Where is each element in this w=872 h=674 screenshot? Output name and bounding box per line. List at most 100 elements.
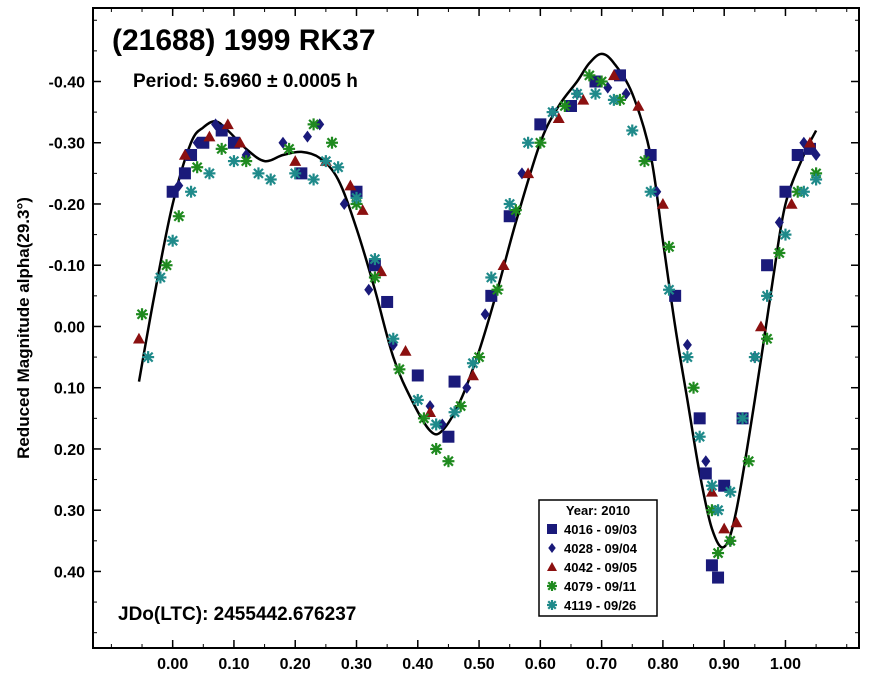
x-tick-label: 0.40 <box>402 656 433 673</box>
y-tick-label: 0.30 <box>54 503 85 520</box>
data-point <box>132 332 145 344</box>
data-point <box>136 308 149 321</box>
data-point <box>393 363 406 376</box>
y-tick-label: -0.20 <box>49 197 86 214</box>
data-point <box>761 332 774 345</box>
data-point <box>307 118 320 131</box>
series-5 <box>142 87 823 517</box>
data-point <box>761 289 774 302</box>
period-label: Period: 5.6960 ± 0.0005 h <box>133 71 358 92</box>
data-point <box>344 179 357 191</box>
data-point <box>663 283 676 296</box>
data-point <box>368 271 381 284</box>
data-point <box>583 69 596 82</box>
y-axis: -0.40 -0.30 -0.20 -0.10 0.00 0.10 0.20 0.30 0.40 <box>49 19 859 634</box>
data-point <box>142 351 155 364</box>
legend-entry: 4042 - 09/05 <box>564 560 637 575</box>
data-point <box>534 136 547 149</box>
data-point <box>368 253 381 266</box>
data-point <box>607 93 620 106</box>
data-point <box>779 185 792 198</box>
data-point <box>558 99 571 112</box>
legend-marker <box>547 562 557 571</box>
data-point <box>503 210 516 223</box>
data-point <box>810 173 823 186</box>
data-point <box>203 167 216 180</box>
data-point <box>638 155 651 168</box>
data-point <box>307 173 320 186</box>
legend-marker <box>547 524 557 534</box>
data-point <box>571 87 584 100</box>
data-point <box>211 118 221 131</box>
data-point <box>430 442 443 455</box>
data-point <box>203 130 216 142</box>
legend-marker <box>547 581 557 591</box>
data-point <box>227 155 240 168</box>
data-point <box>712 504 725 517</box>
data-point <box>724 485 737 498</box>
data-point <box>252 167 265 180</box>
data-point <box>174 179 184 192</box>
data-point <box>497 259 510 271</box>
data-point <box>701 455 711 468</box>
data-point <box>399 344 412 356</box>
data-point <box>803 136 816 148</box>
data-point <box>356 204 369 215</box>
data-point <box>522 167 535 179</box>
data-point <box>491 283 504 296</box>
data-point <box>240 155 253 168</box>
data-point <box>712 571 725 584</box>
data-point <box>682 338 692 351</box>
data-point <box>339 197 349 210</box>
data-point <box>442 430 455 443</box>
data-point <box>430 418 443 431</box>
x-tick-label: 0.90 <box>709 656 740 673</box>
epoch-label: JDo(LTC): 2455442.676237 <box>118 604 356 625</box>
x-tick-label: 0.60 <box>525 656 556 673</box>
legend-title: Year: 2010 <box>566 503 630 518</box>
y-tick-label: 0.40 <box>54 564 85 581</box>
data-point <box>522 136 535 149</box>
data-point <box>221 118 234 130</box>
y-tick-label: 0.00 <box>54 319 85 336</box>
series-4 <box>136 69 823 560</box>
data-point <box>607 69 620 81</box>
data-point <box>681 351 694 364</box>
x-tick-label: 1.00 <box>770 656 801 673</box>
data-point <box>448 406 461 419</box>
plot-frame <box>92 7 860 649</box>
chart-title: (21688) 1999 RK37 <box>112 24 376 57</box>
x-axis: 0.00 0.10 0.20 0.30 0.40 0.50 0.60 0.70 0.80 0.90… <box>110 8 848 673</box>
data-point <box>166 234 179 247</box>
data-point <box>656 197 669 209</box>
data-point <box>761 259 774 272</box>
legend-box <box>538 499 658 617</box>
data-point <box>411 393 424 406</box>
y-tick-label: -0.30 <box>49 136 86 153</box>
data-point <box>705 559 718 572</box>
data-point <box>785 197 798 209</box>
data-point <box>215 142 228 155</box>
data-point <box>577 93 590 105</box>
data-point <box>534 118 547 131</box>
data-point <box>736 412 749 425</box>
fit-curve-line <box>137 52 818 549</box>
data-point <box>748 351 761 364</box>
data-point <box>663 240 676 253</box>
data-point <box>166 185 179 198</box>
y-tick-label: -0.10 <box>49 258 86 275</box>
data-point <box>552 112 565 124</box>
data-point <box>774 216 784 229</box>
data-point <box>595 75 608 88</box>
data-point <box>185 185 198 198</box>
data-point <box>724 534 737 547</box>
data-point <box>350 191 363 204</box>
data-point <box>730 516 743 528</box>
data-point <box>485 271 498 284</box>
data-point <box>283 142 296 155</box>
data-point <box>448 375 461 388</box>
data-point <box>417 412 430 425</box>
data-point <box>264 173 277 186</box>
data-point <box>480 308 490 321</box>
data-point <box>791 148 804 161</box>
